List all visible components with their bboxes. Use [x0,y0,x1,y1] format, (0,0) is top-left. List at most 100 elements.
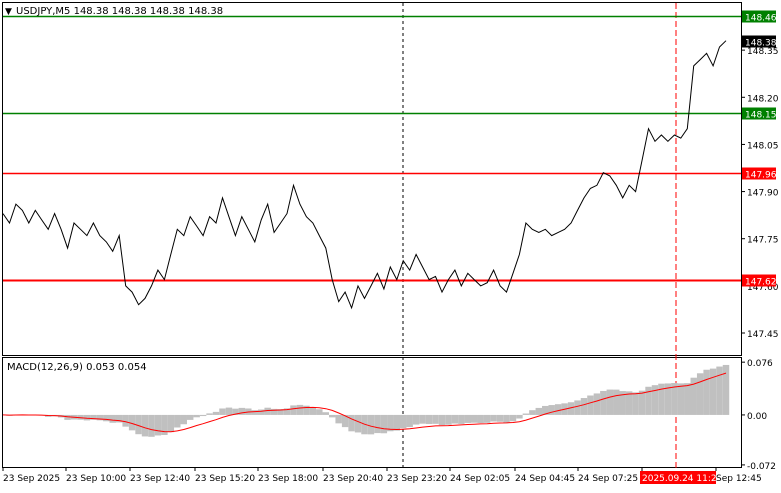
macd-bar [723,365,729,415]
price-tick-label: 147.45 [747,330,779,340]
time-label: 24 Sep 07:25 [578,474,638,484]
macd-bar [258,410,264,415]
macd-bar [697,373,703,415]
horizontal-levels [3,17,741,281]
macd-bar [290,405,296,415]
macd-bar [110,415,116,423]
support-high-label: 147.96 [745,171,777,181]
macd-bar [703,370,709,415]
macd-bar [374,415,380,433]
macd-bar [536,408,542,415]
macd-bar [594,393,600,414]
macd-bar [555,404,561,415]
macd-bar [239,408,245,415]
macd-bar [600,391,606,415]
macd-bar [490,415,496,422]
macd-bar [335,415,341,423]
macd-bar [316,409,322,415]
macd-bar [529,410,535,415]
macd-bar [581,398,587,415]
macd-tick-label: 0.076 [747,359,773,369]
macd-bar [413,415,419,425]
macd-bar [484,415,490,423]
macd-bar [323,412,329,415]
macd-bar [419,415,425,424]
macd-bar [355,415,361,433]
support-low-label: 147.62 [745,278,777,288]
macd-tick-label: 0.00 [747,412,767,422]
macd-bar [219,408,225,414]
macd-bar [684,383,690,415]
price-tick-label: 148.20 [747,94,779,104]
macd-bar [587,395,593,414]
macd-bar [710,369,716,415]
macd-bar [226,408,232,415]
time-label: 23 Sep 10:00 [66,474,126,484]
time-highlight-label: 2025.09.24 11:25 [642,474,722,484]
macd-bar [155,415,161,436]
macd-bar [548,405,554,415]
macd-bar [477,415,483,423]
macd-bar [329,415,335,417]
macd-bar [458,415,464,424]
macd-bar [168,415,174,432]
price-tick-label: 148.35 [747,47,779,57]
macd-bar [187,415,193,420]
macd-bar [439,415,445,425]
price-pane-frame [3,3,742,356]
macd-bar [632,392,638,415]
macd-bar [148,415,154,437]
time-label: Sep 12:45 [716,474,762,484]
macd-bar [406,415,412,427]
macd-bar [400,415,406,428]
macd-bar [142,415,148,437]
macd-bar [252,410,258,415]
price-axis: 148.35148.20148.05147.90147.75147.60147.… [741,47,779,340]
macd-bar [626,391,632,415]
price-tick-label: 147.75 [747,236,779,246]
macd-bar [426,415,432,424]
current-price-label: 148.38 [745,39,777,49]
time-label: 23 Sep 20:40 [323,474,383,484]
macd-bar [503,415,509,423]
macd-bar [432,415,438,424]
macd-bar [523,414,529,415]
macd-bar [516,415,522,419]
price-tick-label: 148.05 [747,141,779,151]
macd-bar [445,415,451,425]
macd-tick-label: -0.072 [747,462,776,472]
macd-bar [497,415,503,422]
macd-bar [264,408,270,415]
macd-bar [678,383,684,415]
macd-bar [213,412,219,415]
macd-bar [174,415,180,428]
symbol-arrow-icon[interactable]: ▼ [5,7,12,17]
macd-bar [394,415,400,431]
resistance-high-label: 148.46 [745,14,777,24]
macd-bar [122,415,128,427]
macd-axis: 0.076 0.00 -0.072 [741,359,776,472]
symbol-header: USDJPY,M5 148.38 148.38 148.38 148.38 [16,6,223,17]
macd-histogram [6,365,729,437]
macd-bar [613,390,619,415]
macd-bar [200,415,206,416]
macd-bar [471,415,477,423]
macd-bar [297,405,303,415]
time-label: 24 Sep 04:45 [515,474,575,484]
macd-bar [206,413,212,415]
time-label: 23 Sep 23:20 [387,474,447,484]
price-series-line [3,41,726,308]
time-label: 23 Sep 18:00 [258,474,318,484]
time-label: 23 Sep 12:40 [130,474,190,484]
price-tick-label: 147.90 [747,189,779,199]
time-label: 23 Sep 15:20 [195,474,255,484]
macd-header: MACD(12,26,9) 0.053 0.054 [7,362,147,373]
macd-bar [452,415,458,424]
macd-bar [510,415,516,421]
macd-bar [368,415,374,434]
macd-bar [716,367,722,415]
macd-bar [381,415,387,433]
